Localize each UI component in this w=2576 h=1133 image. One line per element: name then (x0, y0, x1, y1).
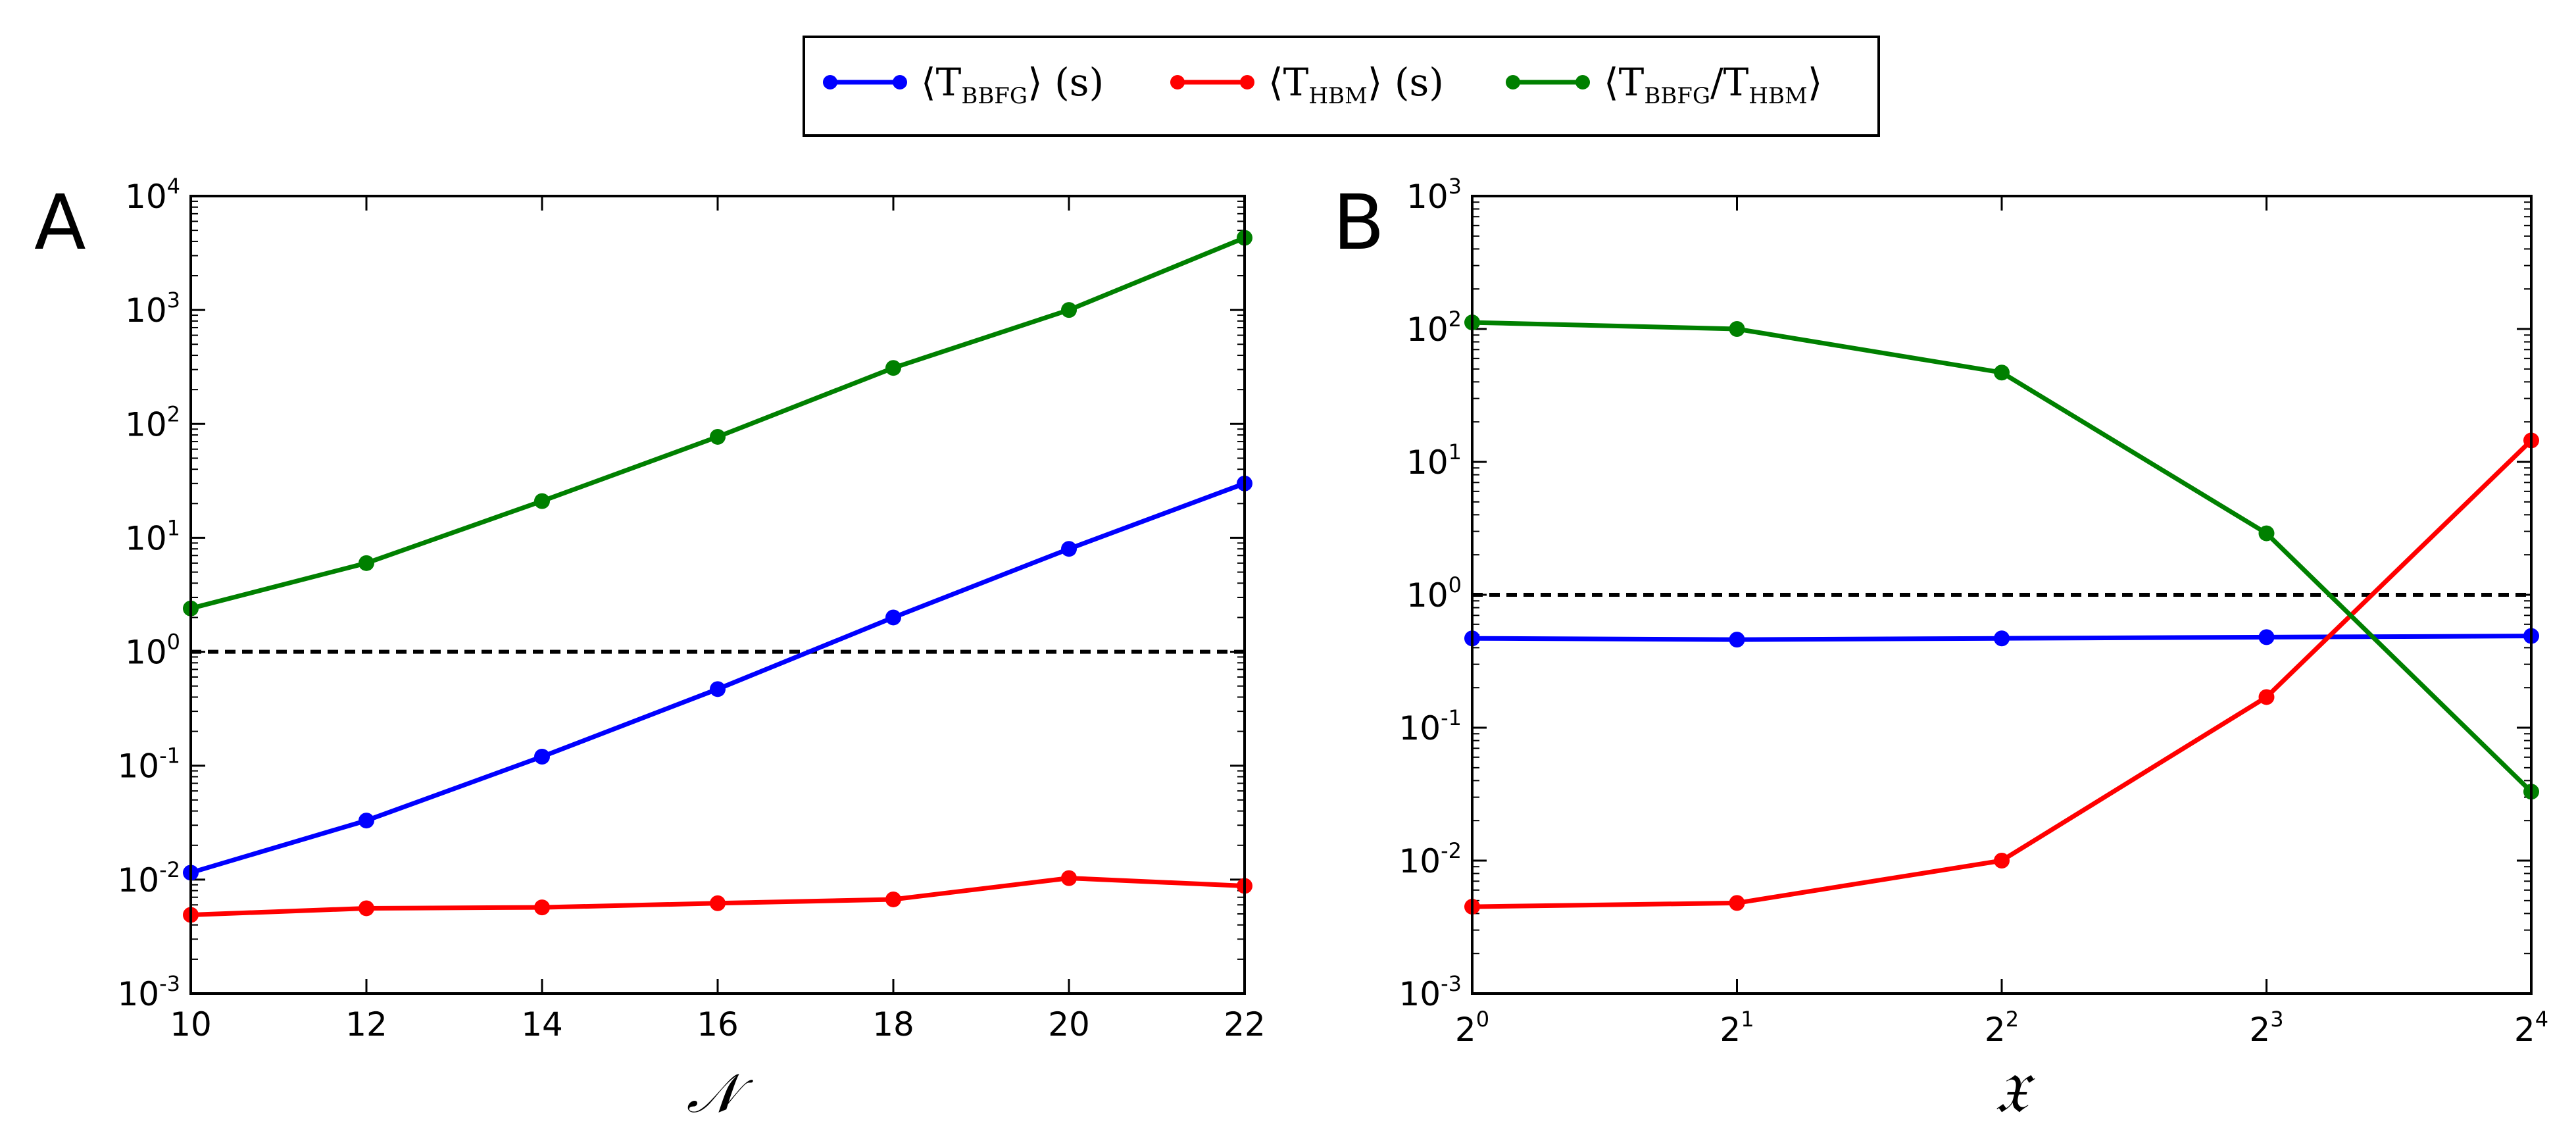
legend-entry-hbm: ⟨THBM⟩ (s) (1170, 60, 1444, 109)
data-point (534, 493, 550, 509)
y-tick-label: 10-3 (117, 971, 180, 1013)
series-line (1472, 320, 2533, 793)
legend-frame (803, 36, 1880, 137)
data-point (1729, 632, 1745, 648)
data-point (710, 681, 726, 697)
data-point (2258, 525, 2275, 541)
data-point (1994, 853, 2010, 869)
x-tick-label: 24 (2514, 1007, 2548, 1049)
legend-swatch-marker (1575, 75, 1590, 89)
y-tick-label: 100 (125, 630, 180, 672)
y-tick-label: 10-2 (117, 857, 180, 899)
x-tick-label: 23 (2249, 1007, 2283, 1049)
data-point (1994, 365, 2010, 381)
y-tick-label: 10-2 (1399, 838, 1462, 880)
data-point (1061, 302, 1077, 318)
data-point (885, 360, 901, 376)
legend-label-ratio: ⟨TBBFG/THBM⟩ (1604, 60, 1822, 109)
y-tick-label: 101 (1406, 440, 1462, 482)
data-point (1061, 541, 1077, 557)
plot-frame (189, 195, 1246, 995)
data-point (885, 609, 901, 626)
y-tick-label: 102 (125, 401, 180, 443)
x-tick-label: 20 (1455, 1007, 1489, 1049)
data-point (1729, 895, 1745, 911)
series-line (190, 236, 1246, 611)
x-tick-label: 10 (170, 1005, 212, 1044)
legend: ⟨TBBFG⟩ (s) ⟨THBM⟩ (s) ⟨TBBFG/THBM⟩ (803, 36, 1880, 137)
y-tick-label: 10-3 (1399, 971, 1462, 1013)
y-tick-label: 10-1 (117, 743, 180, 786)
y-tick-label: 103 (1406, 174, 1462, 216)
panel-b-xlabel: 𝔛 (1994, 1063, 2035, 1125)
legend-swatch-marker (1506, 75, 1520, 89)
x-tick-label: 12 (345, 1005, 387, 1044)
panel-a-plot: 10-3 10-2 10-1 100 101 102 103 104 10 12 14 16 18 20 2… (117, 174, 1265, 1044)
x-tick-label: 18 (872, 1005, 914, 1044)
legend-swatch-marker (1240, 75, 1254, 89)
legend-entry-ratio: ⟨TBBFG/THBM⟩ (1506, 60, 1822, 109)
legend-swatch-marker (1170, 75, 1185, 89)
x-tick-label: 22 (1224, 1005, 1266, 1044)
data-point (359, 813, 374, 829)
data-point (710, 428, 726, 445)
y-tick-label: 100 (1406, 572, 1462, 615)
plot-frame (1471, 195, 2533, 995)
y-tick-label: 10-1 (1399, 705, 1462, 747)
data-point (885, 891, 901, 907)
y-tick-label: 104 (125, 174, 180, 216)
data-point (534, 749, 550, 765)
legend-swatch-marker (823, 75, 837, 89)
panel-a-xlabel: 𝒩 (687, 1063, 754, 1125)
data-point (710, 895, 726, 911)
y-tick-label: 103 (125, 288, 180, 330)
data-point (1729, 321, 1745, 337)
data-point (534, 899, 550, 916)
legend-label-hbm: ⟨THBM⟩ (s) (1268, 60, 1444, 109)
data-point (2258, 689, 2275, 705)
legend-entry-bbfg: ⟨TBBFG⟩ (s) (823, 60, 1104, 109)
legend-label-bbfg: ⟨TBBFG⟩ (s) (921, 60, 1104, 109)
data-point (359, 555, 374, 571)
data-point (359, 900, 374, 917)
y-tick-label: 101 (125, 515, 180, 557)
data-point (1994, 630, 2010, 647)
x-tick-label: 22 (1985, 1007, 2019, 1049)
y-tick-label: 102 (1406, 307, 1462, 349)
panel-letter-a: A (34, 179, 86, 267)
series-line (190, 481, 1246, 875)
data-point (1061, 870, 1077, 886)
x-tick-label: 16 (697, 1005, 739, 1044)
x-tick-label: 14 (521, 1005, 563, 1044)
series-line (1472, 438, 2533, 909)
panel-letter-b: B (1333, 179, 1385, 267)
x-tick-label: 20 (1048, 1005, 1090, 1044)
data-point (2258, 629, 2275, 645)
legend-swatch-marker (893, 75, 907, 89)
panel-b-plot: 10-3 10-2 10-1 100 101 102 103 20 21 22 23 24 (1399, 174, 2548, 1049)
x-tick-label: 21 (1720, 1007, 1754, 1049)
